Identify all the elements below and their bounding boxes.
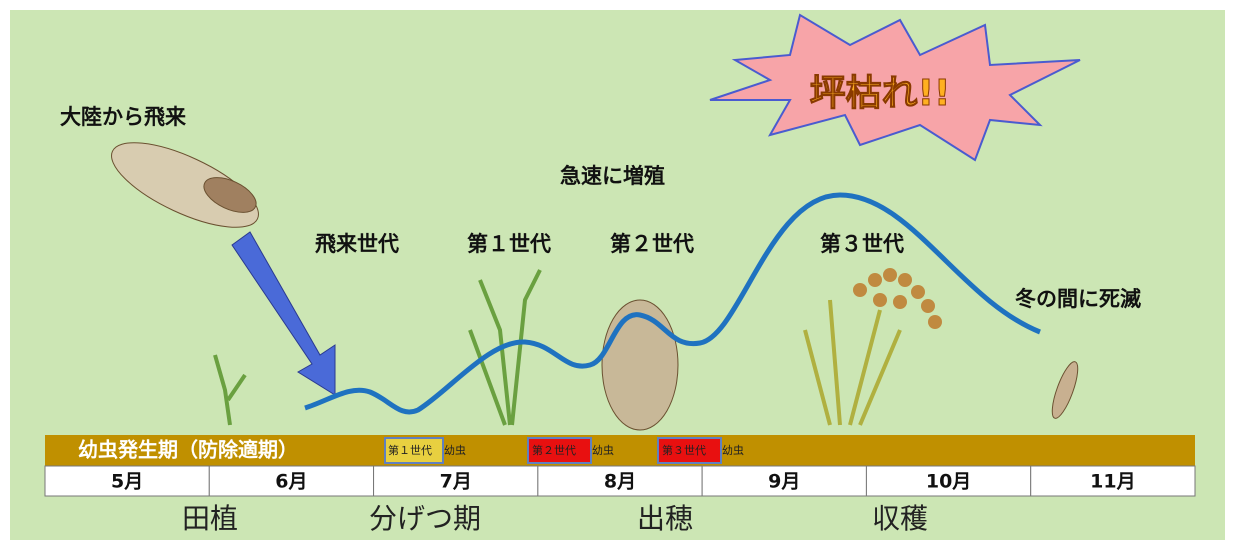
month-label: 9月: [768, 471, 800, 493]
generation-label: 第２世代: [610, 232, 694, 256]
stage-label: 分げつ期: [369, 502, 481, 535]
generation-label: 第３世代: [820, 232, 904, 256]
tag-generation: 第３世代: [662, 443, 706, 457]
arrival-label: 大陸から飛来: [60, 105, 187, 129]
generation-label: 飛来世代: [315, 232, 399, 256]
tag-box: [384, 437, 444, 464]
month-cell: [537, 465, 703, 497]
month-label: 11月: [1090, 471, 1135, 493]
burst-shape: [709, 13, 1081, 162]
tag-stage: 幼虫: [722, 444, 744, 457]
month-label: 10月: [926, 471, 971, 493]
month-cell: [1030, 465, 1196, 497]
month-label: 8月: [604, 471, 636, 493]
burst-text: 坪枯れ!!: [810, 73, 951, 114]
population-curve: [304, 192, 1041, 415]
month-label: 5月: [111, 471, 143, 493]
tag-box: [527, 437, 592, 464]
generation-label: 第１世代: [467, 232, 551, 256]
increase-label: 急速に増殖: [560, 164, 665, 188]
insect: [111, 142, 1079, 431]
die-off-label: 冬の間に死滅: [1015, 287, 1141, 311]
larval-bar: [45, 435, 1195, 466]
month-label: 6月: [275, 471, 307, 493]
tag-box: [657, 437, 722, 464]
stage-label: 出穂: [637, 502, 693, 535]
tag-generation: 第２世代: [532, 443, 576, 457]
month-cell: [865, 465, 1032, 497]
month-label: 7月: [440, 471, 472, 493]
grain: [853, 268, 942, 329]
month-cell: [208, 465, 375, 497]
tag-stage: 幼虫: [444, 444, 466, 457]
tag-generation: 第１世代: [388, 443, 432, 457]
stage-label: 収穫: [872, 502, 928, 535]
tag-stage: 幼虫: [592, 444, 614, 457]
plant: [213, 269, 902, 426]
arrow: [231, 231, 336, 396]
larval-label: 幼虫発生期（防除適期）: [78, 438, 298, 462]
stage-label: 田植: [182, 502, 238, 535]
month-cell: [701, 465, 867, 497]
